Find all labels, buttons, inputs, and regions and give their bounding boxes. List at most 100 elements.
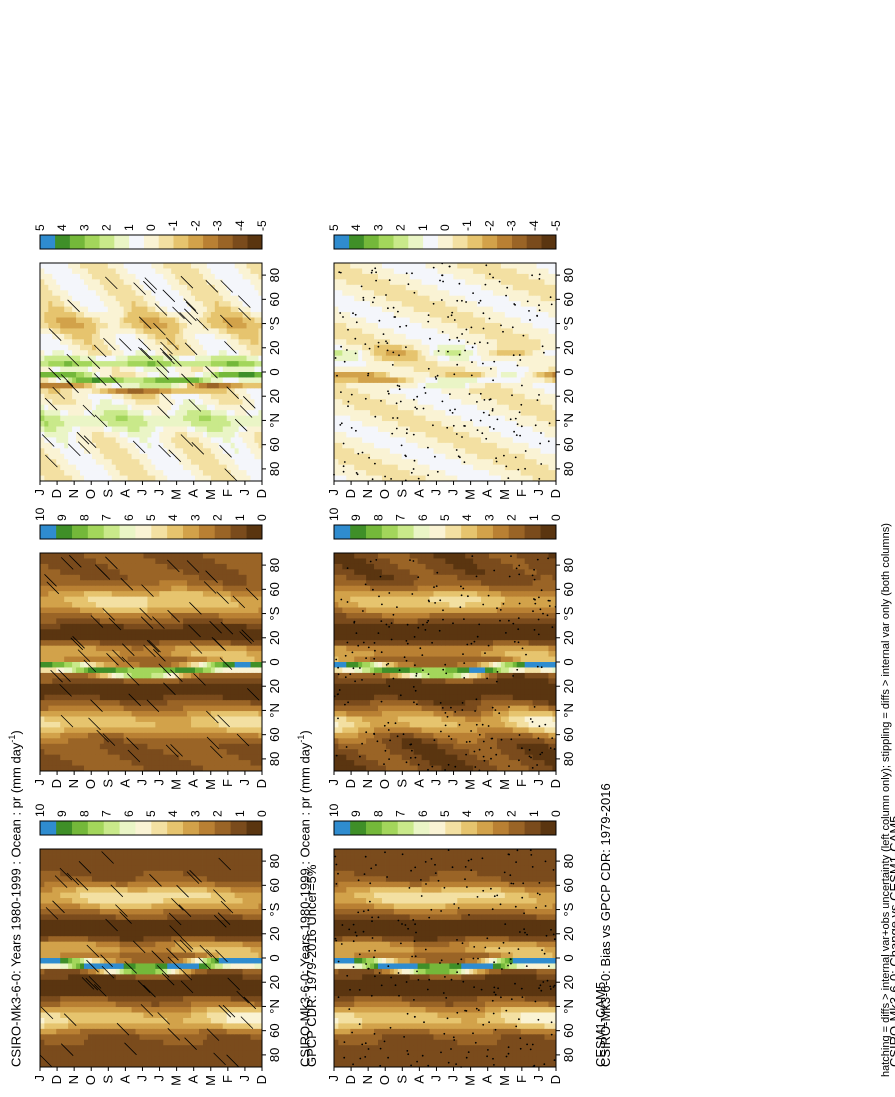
heat-cell [377, 957, 382, 964]
heat-cell [254, 908, 259, 915]
heat-cell [532, 859, 537, 866]
heat-cell [55, 930, 61, 937]
heat-cell [425, 914, 430, 920]
heat-cell [480, 935, 486, 942]
heat-cell [87, 892, 92, 899]
stipple-dot [538, 881, 541, 884]
heat-cell [143, 854, 148, 860]
heat-cell [182, 919, 188, 926]
heat-cell [377, 1022, 382, 1029]
heat-cell [202, 875, 207, 882]
heat-cell [63, 1001, 69, 1008]
heat-cell [361, 990, 367, 997]
heat-cell [63, 1050, 69, 1057]
heat-cell [139, 859, 144, 866]
heat-cell [448, 854, 454, 860]
heat-cell [151, 941, 156, 948]
heat-cell [496, 886, 501, 893]
heat-cell [67, 1028, 73, 1035]
heat-cell [198, 1028, 203, 1035]
heat-cell [433, 1044, 438, 1051]
heat-cell [218, 864, 223, 871]
hatch-mark [243, 996, 257, 1010]
heat-cell [43, 854, 49, 860]
heat-cell [135, 903, 140, 909]
heat-cell [421, 995, 426, 1002]
heat-cell [246, 881, 251, 888]
heat-cell [393, 914, 398, 920]
heat-cell [254, 1012, 259, 1018]
heat-cell [83, 1006, 88, 1013]
heat-cell [429, 995, 434, 1002]
heat-cell [532, 1006, 537, 1013]
heat-cell [520, 903, 525, 909]
heat-cell [210, 870, 215, 877]
heat-cell [425, 1055, 430, 1062]
heat-cell [552, 914, 557, 920]
heat-cell [79, 979, 84, 986]
heat-cell [178, 1022, 184, 1029]
heat-cell [389, 897, 394, 904]
heat-cell [334, 1050, 339, 1057]
heat-cell [544, 1044, 549, 1051]
heat-cell [488, 984, 493, 991]
heat-cell [135, 1012, 140, 1018]
heat-cell [369, 897, 375, 904]
heat-cell [484, 957, 490, 964]
heat-cell [87, 919, 92, 926]
heat-cell [393, 1006, 398, 1013]
heat-cell [166, 963, 172, 969]
heat-cell [87, 875, 92, 882]
heat-cell [401, 854, 406, 860]
heat-cell [182, 1017, 188, 1024]
heat-cell [178, 881, 184, 888]
heat-cell [520, 1044, 525, 1051]
heat-cell [40, 1050, 45, 1057]
heat-cell [405, 990, 410, 997]
heat-cell [242, 941, 247, 948]
heat-cell [357, 1028, 363, 1035]
heat-cell [107, 1055, 112, 1062]
heat-cell [421, 1033, 426, 1040]
colorbar-tick-label: 6 [122, 810, 136, 817]
hatch-mark [215, 949, 228, 963]
heat-cell [107, 1001, 112, 1008]
heat-cell [381, 963, 386, 969]
heat-cell [540, 941, 545, 948]
heat-cell [492, 1050, 497, 1057]
heat-cell [448, 1028, 454, 1035]
stipple-dot [530, 853, 533, 856]
heat-cell [202, 1050, 207, 1057]
colorbar-tick-label: 5 [144, 810, 158, 817]
heat-cell [95, 1044, 100, 1051]
heat-cell [83, 919, 88, 926]
heat-cell [476, 1012, 482, 1018]
heat-cell [242, 854, 247, 860]
heat-cell [385, 957, 390, 964]
heat-cell [349, 848, 355, 855]
heat-cell [413, 930, 418, 937]
heat-cell [162, 995, 168, 1002]
heat-cell [202, 979, 207, 986]
heat-cell [91, 1044, 96, 1051]
heat-cell [456, 848, 462, 855]
heat-cell [472, 854, 478, 860]
heat-cell [123, 854, 128, 860]
heat-cell [59, 914, 65, 920]
heat-cell [194, 1028, 199, 1035]
heat-cell [119, 979, 124, 986]
heat-cell [472, 892, 478, 899]
heat-cell [480, 990, 486, 997]
heat-cell [63, 859, 69, 866]
heat-cell [341, 963, 347, 969]
heat-cell [389, 892, 394, 899]
stipple-dot [357, 911, 360, 914]
heat-cell [151, 1017, 156, 1024]
heat-cell [222, 979, 227, 986]
heat-cell [107, 848, 112, 855]
stipple-dot [515, 1025, 518, 1028]
heat-cell [528, 859, 533, 866]
heat-cell [67, 859, 73, 866]
heat-cell [512, 875, 517, 882]
heat-cell [71, 941, 77, 948]
